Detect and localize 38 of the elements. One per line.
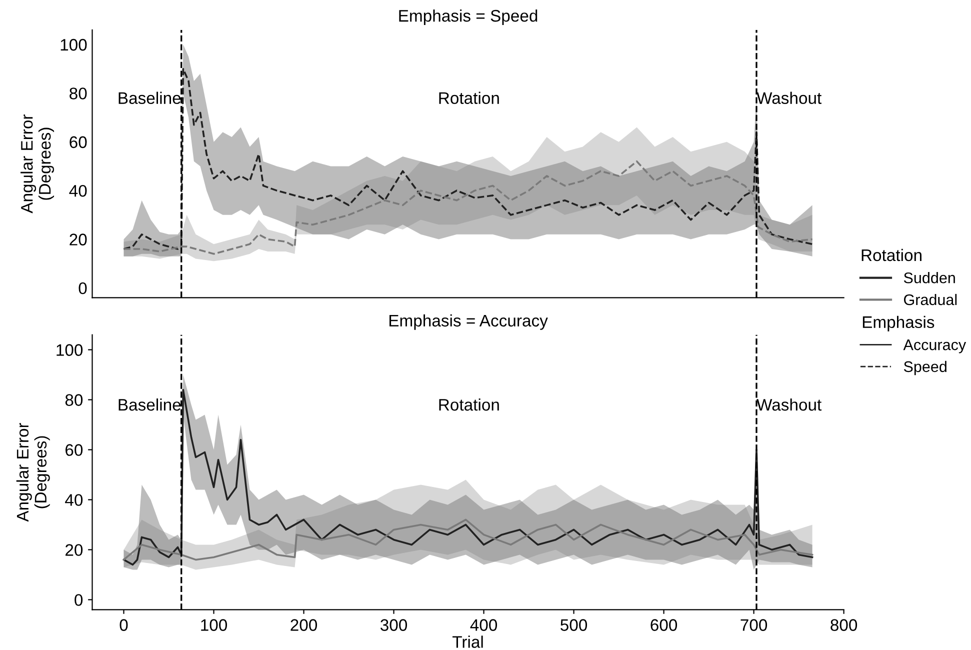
x-tick-label: 400: [470, 619, 498, 631]
chart-title: Emphasis = Speed: [399, 9, 538, 26]
y-axis-title: Angular Error (Degrees): [20, 114, 54, 214]
legend-label: Sudden: [904, 272, 955, 284]
x-tick-label: 700: [740, 619, 768, 631]
text: Accuracy: [903, 340, 966, 354]
annotation: Washout: [756, 92, 822, 104]
x-tick-label: 500: [560, 619, 588, 631]
x-tick-label: 200: [290, 619, 318, 631]
x-tick-label: 100: [201, 619, 228, 631]
y-axis-title: Angular Error (Degrees): [16, 422, 50, 522]
y-tick-label: 0: [74, 594, 83, 606]
y-tick-label: 40: [65, 494, 83, 506]
x-axis-title: Trial: [452, 636, 483, 648]
y-tick-label: 80: [65, 394, 83, 406]
legend-label: Gradual: [904, 294, 957, 306]
x-tick-label: 600: [650, 619, 678, 631]
x-tick-label: 800: [830, 619, 858, 631]
y-tick-label: 100: [60, 38, 87, 51]
legend-title: Rotation: [862, 248, 922, 262]
y-tick-label: 100: [56, 344, 83, 356]
x-tick-label: 300: [380, 619, 408, 631]
y-tick-label: 20: [66, 544, 83, 556]
annotation: Baseline: [118, 398, 181, 411]
annotation: Rotation: [439, 92, 499, 104]
x-tick-label: 0: [120, 619, 128, 631]
y-tick-label: 20: [70, 234, 87, 246]
chart-title: Emphasis = Accuracy: [389, 314, 548, 330]
y-tick-label: 80: [70, 88, 87, 100]
y-tick-label: 60: [66, 444, 83, 456]
annotation: Rotation: [439, 398, 499, 411]
y-tick-label: 60: [70, 136, 87, 148]
text: Speed: [904, 360, 946, 376]
legend-title: Emphasis: [862, 316, 934, 332]
y-tick-label: 40: [69, 184, 87, 197]
annotation: Baseline: [118, 92, 181, 104]
y-tick-label: 0: [78, 282, 87, 294]
annotation: Washout: [756, 398, 822, 411]
